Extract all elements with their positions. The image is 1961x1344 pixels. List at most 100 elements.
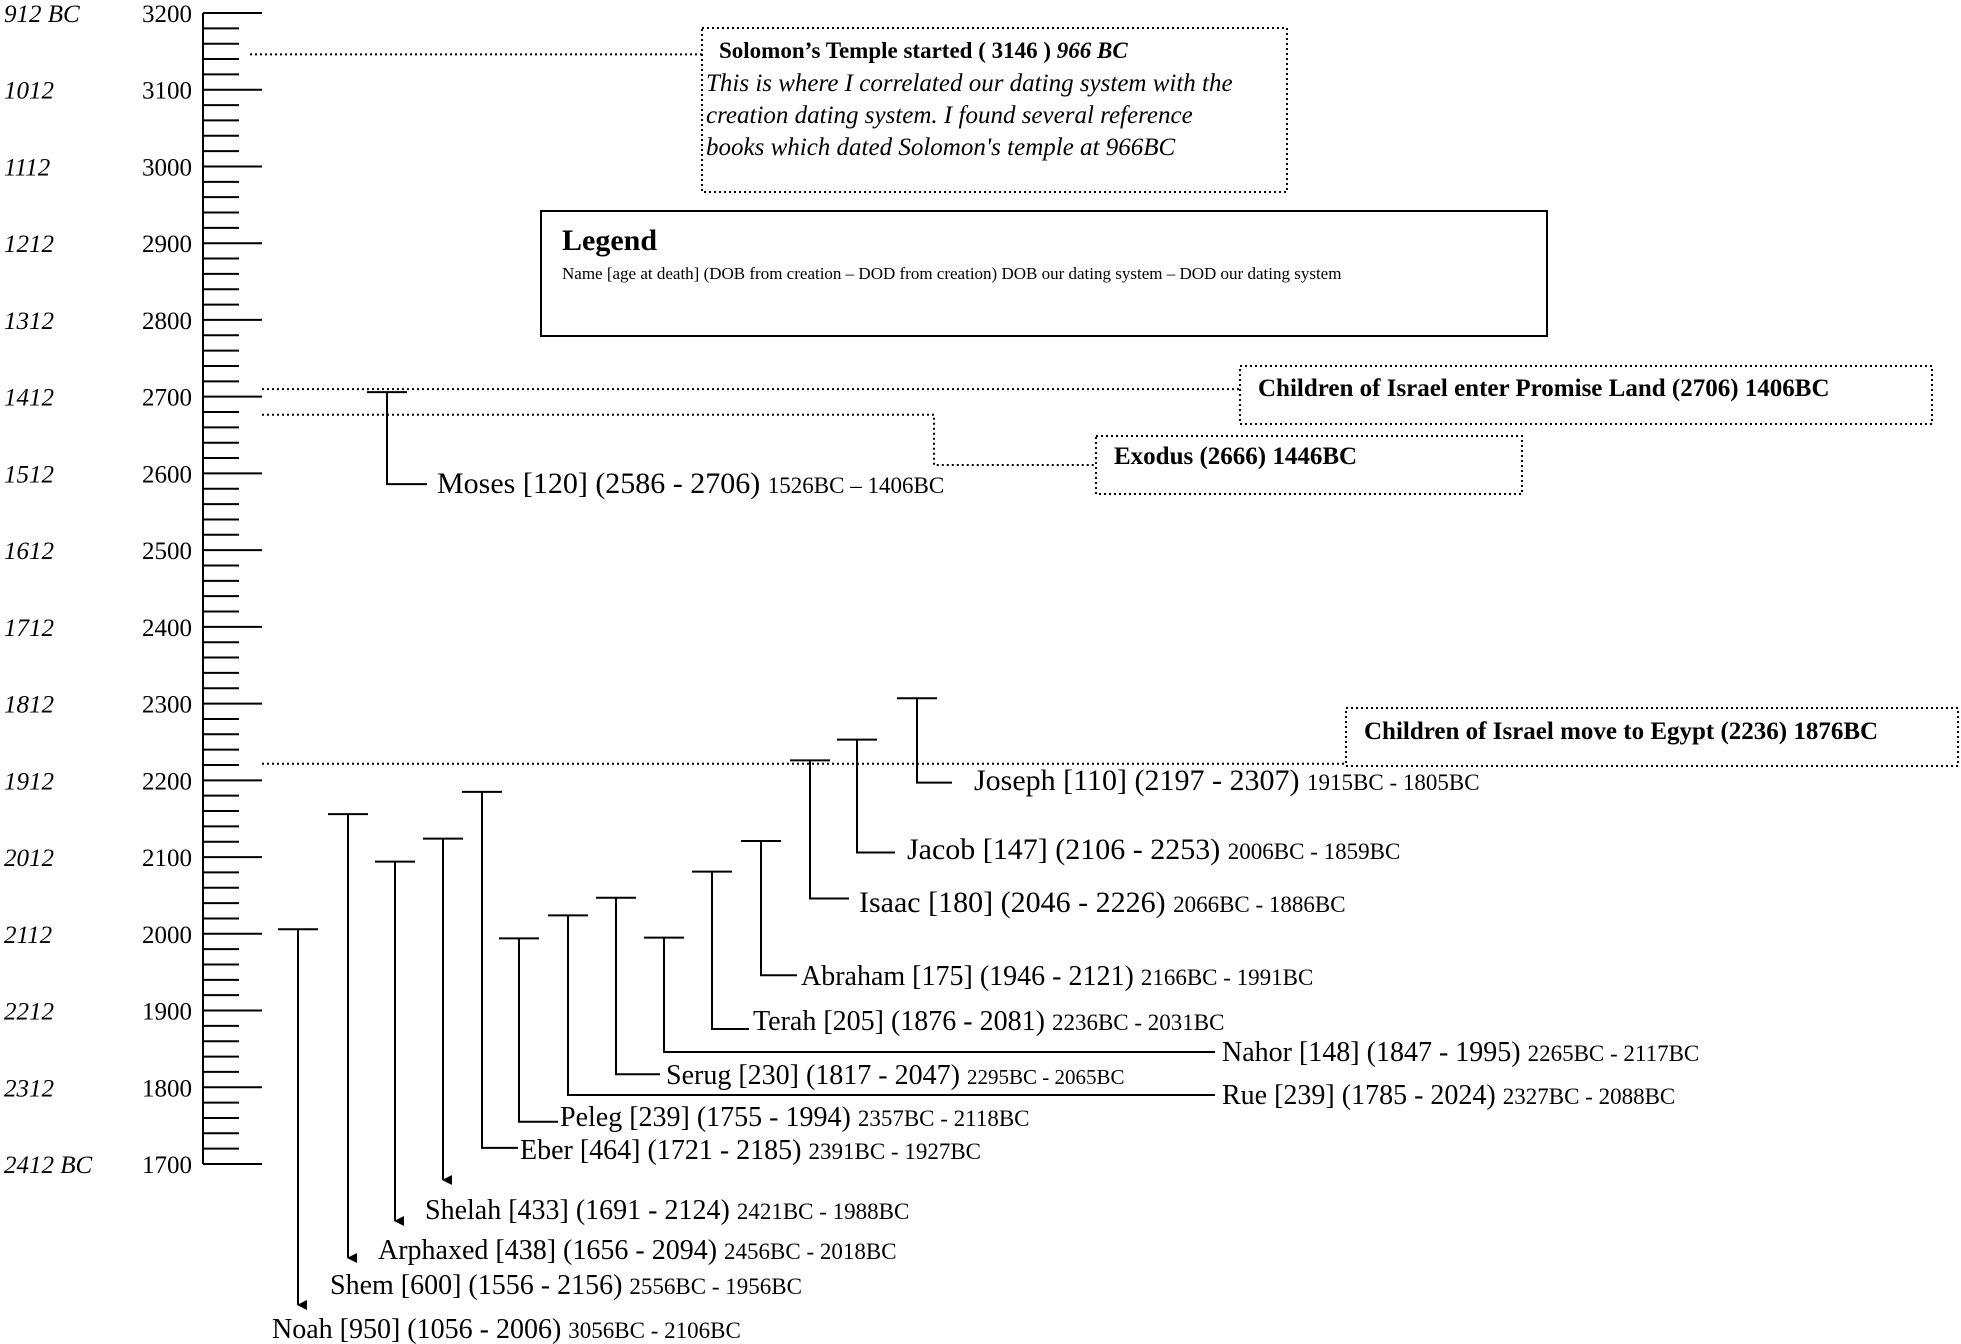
person-bc-dates: 2421BC - 1988BC xyxy=(737,1199,910,1224)
person-name: Moses [120] (2586 - 2706) xyxy=(437,467,760,500)
person-name: Rue [239] (1785 - 2024) xyxy=(1222,1080,1496,1111)
solomon-title-bc: 966 BC xyxy=(1057,38,1129,63)
person-2: Jacob [147] (2106 - 2253) 2006BC - 1859B… xyxy=(837,738,1400,866)
legend-text: Name [age at death] (DOB from creation –… xyxy=(562,264,1341,283)
lifeline xyxy=(386,392,427,486)
bc-year-label: 1512 xyxy=(4,461,54,488)
axis-tick-label: 3000 xyxy=(142,154,192,181)
solomon-title-text: Solomon’s Temple started ( 3146 ) xyxy=(719,38,1057,63)
person-bc-dates: 2391BC - 1927BC xyxy=(808,1139,981,1164)
person-label: Isaac [180] (2046 - 2226) 2066BC - 1886B… xyxy=(859,886,1346,919)
person-9: Peleg [239] (1755 - 1994) 2357BC - 2118B… xyxy=(499,937,1030,1133)
lifeline xyxy=(615,897,660,1076)
lifeline xyxy=(663,937,1215,1053)
person-bc-dates: 2066BC - 1886BC xyxy=(1173,892,1346,917)
person-3: Isaac [180] (2046 - 2226) 2066BC - 1886B… xyxy=(790,759,1346,919)
lifeline xyxy=(567,915,1215,1096)
bc-year-label: 2112 xyxy=(4,922,52,949)
person-bc-dates: 2357BC - 2118BC xyxy=(858,1106,1030,1131)
lifeline xyxy=(518,938,558,1123)
promise-land-event-title: Children of Israel enter Promise Land (2… xyxy=(1258,375,1830,402)
person-1: Joseph [110] (2197 - 2307) 1915BC - 1805… xyxy=(897,697,1480,797)
person-label: Moses [120] (2586 - 2706) 1526BC – 1406B… xyxy=(437,467,944,500)
axis-tick-label: 1800 xyxy=(142,1075,192,1102)
person-bc-dates: 2456BC - 2018BC xyxy=(724,1239,897,1264)
person-bc-dates: 1915BC - 1805BC xyxy=(1307,770,1480,795)
lifeline xyxy=(481,791,518,1149)
person-name: Joseph [110] (2197 - 2307) xyxy=(974,764,1300,797)
time-axis: 3200 3100 3000 2900 2800 2700 2600 2500 2400 2300… xyxy=(4,1,262,1179)
axis-tick-label: 3200 xyxy=(142,1,192,28)
person-bc-dates: 3056BC - 2106BC xyxy=(568,1318,741,1343)
person-name: Nahor [148] (1847 - 1995) xyxy=(1222,1037,1521,1068)
bc-year-label: 1912 xyxy=(4,768,54,795)
person-13: Shem [600] (1556 - 2156) 2556BC - 1956BC xyxy=(328,813,802,1301)
solomon-note-line: This is where I correlated our dating sy… xyxy=(706,70,1233,97)
axis-tick-label: 1900 xyxy=(142,999,192,1026)
person-bc-dates: 2236BC - 2031BC xyxy=(1052,1010,1225,1035)
lifeline xyxy=(809,760,849,900)
bc-year-label: 2012 xyxy=(4,845,54,872)
person-10: Eber [464] (1721 - 2185) 2391BC - 1927BC xyxy=(462,790,981,1166)
person-8: Rue [239] (1785 - 2024) 2327BC - 2088BC xyxy=(548,914,1675,1111)
person-12: Arphaxed [438] (1656 - 2094) 2456BC - 20… xyxy=(375,860,897,1266)
bc-year-label: 1312 xyxy=(4,308,54,335)
axis-tick-label: 1700 xyxy=(142,1152,192,1179)
exodus-marker-line xyxy=(262,413,1096,466)
person-7: Serug [230] (1817 - 2047) 2295BC - 2065B… xyxy=(596,896,1124,1091)
person-label: Rue [239] (1785 - 2024) 2327BC - 2088BC xyxy=(1222,1080,1675,1111)
axis-tick-label: 2800 xyxy=(142,308,192,335)
axis-tick-label: 2200 xyxy=(142,768,192,795)
axis-tick-label: 2000 xyxy=(142,922,192,949)
egypt-event-title: Children of Israel move to Egypt (2236) … xyxy=(1364,718,1878,745)
person-name: Peleg [239] (1755 - 1994) xyxy=(560,1102,851,1133)
person-0: Moses [120] (2586 - 2706) 1526BC – 1406B… xyxy=(367,391,944,500)
person-label: Shelah [433] (1691 - 2124) 2421BC - 1988… xyxy=(425,1195,909,1226)
bc-year-label: 1412 xyxy=(4,385,54,412)
person-label: Abraham [175] (1946 - 2121) 2166BC - 199… xyxy=(801,961,1313,992)
bc-year-label: 1112 xyxy=(4,154,50,181)
exodus-event-box xyxy=(1095,435,1523,495)
person-label: Joseph [110] (2197 - 2307) 1915BC - 1805… xyxy=(974,764,1480,797)
bc-year-label: 1712 xyxy=(4,615,54,642)
person-name: Terah [205] (1876 - 2081) xyxy=(753,1006,1045,1037)
egypt-event-box xyxy=(1345,707,1959,767)
person-name: Shem [600] (1556 - 2156) xyxy=(330,1270,622,1301)
axis-tick-label: 2500 xyxy=(142,538,192,565)
bc-year-label: 2212 xyxy=(4,999,54,1026)
person-label: Serug [230] (1817 - 2047) 2295BC - 2065B… xyxy=(666,1060,1124,1091)
axis-tick-label: 2100 xyxy=(142,845,192,872)
person-label: Shem [600] (1556 - 2156) 2556BC - 1956BC xyxy=(330,1270,802,1301)
person-name: Eber [464] (1721 - 2185) xyxy=(520,1135,801,1166)
person-bc-dates: 2006BC - 1859BC xyxy=(1228,839,1401,864)
person-name: Arphaxed [438] (1656 - 2094) xyxy=(378,1235,717,1266)
person-14: Noah [950] (1056 - 2006) 3056BC - 2106BC xyxy=(272,928,741,1344)
person-bc-dates: 2327BC - 2088BC xyxy=(1503,1084,1676,1109)
person-6: Nahor [148] (1847 - 1995) 2265BC - 2117B… xyxy=(644,936,1700,1068)
person-bc-dates: 2295BC - 2065BC xyxy=(967,1065,1125,1089)
legend: Legend Name [age at death] (DOB from crea… xyxy=(540,210,1548,337)
person-name: Shelah [433] (1691 - 2124) xyxy=(425,1195,730,1226)
solomon-note-line: books which dated Solomon's temple at 96… xyxy=(706,134,1176,161)
lifeline xyxy=(711,871,749,1030)
lifeline xyxy=(760,840,797,977)
lifeline xyxy=(916,698,952,784)
bc-year-label: 912 BC xyxy=(4,1,80,28)
person-label: Peleg [239] (1755 - 1994) 2357BC - 2118B… xyxy=(560,1102,1030,1133)
person-bc-dates: 2265BC - 2117BC xyxy=(1528,1041,1700,1066)
bc-year-label: 2312 xyxy=(4,1075,54,1102)
person-label: Jacob [147] (2106 - 2253) 2006BC - 1859B… xyxy=(907,833,1400,866)
bc-year-label: 1212 xyxy=(4,231,54,258)
person-bc-dates: 1526BC – 1406BC xyxy=(768,473,944,498)
person-bc-dates: 2166BC - 1991BC xyxy=(1141,965,1314,990)
person-name: Abraham [175] (1946 - 2121) xyxy=(801,961,1134,992)
solomon-note-line: creation dating system. I found several … xyxy=(706,102,1193,129)
person-name: Noah [950] (1056 - 2006) xyxy=(272,1314,561,1344)
bc-year-label: 2412 BC xyxy=(4,1152,93,1179)
person-name: Serug [230] (1817 - 2047) xyxy=(666,1060,960,1091)
person-name: Isaac [180] (2046 - 2226) xyxy=(859,886,1166,919)
exodus-event-title: Exodus (2666) 1446BC xyxy=(1114,443,1357,470)
axis-tick-label: 3100 xyxy=(142,78,192,105)
promise-land-event-box xyxy=(1239,365,1933,425)
axis-tick-label: 2900 xyxy=(142,231,192,258)
